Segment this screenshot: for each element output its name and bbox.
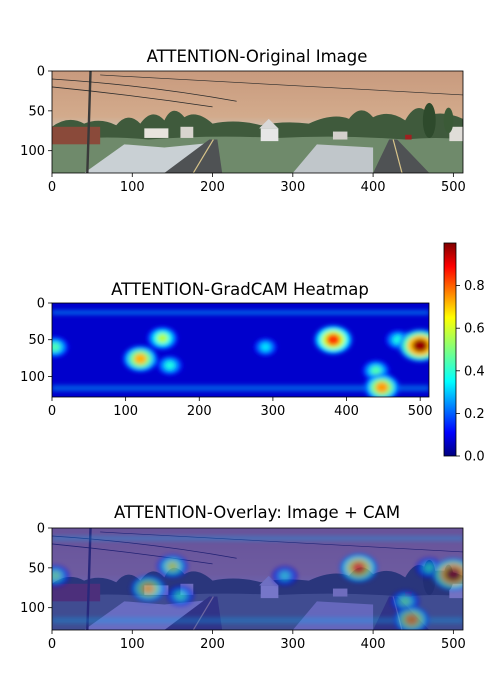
- colorbar-ticks: 0.0 0.2 0.4 0.6 0.8: [456, 279, 485, 465]
- x-tick-label: 500: [408, 404, 433, 419]
- y-tick-label: 0: [37, 522, 45, 537]
- x-tick-label: 100: [113, 404, 138, 419]
- y-tick-label: 100: [20, 601, 45, 616]
- y-tick-label: 100: [20, 370, 45, 385]
- x-tick-label: 100: [120, 637, 145, 652]
- y-ticks-original: 0 50 100: [20, 65, 52, 159]
- axes-frame-original: [51, 70, 464, 174]
- heat-band: [52, 385, 429, 392]
- heat-hotspot: [52, 342, 60, 352]
- x-tick-label: 100: [120, 180, 145, 195]
- x-tick-label: 200: [187, 404, 212, 419]
- x-tick-label: 0: [48, 180, 56, 195]
- heat-band: [52, 535, 463, 541]
- x-tick-label: 0: [48, 404, 56, 419]
- y-tick-label: 50: [28, 561, 45, 576]
- colorbar: 0.0 0.2 0.4 0.6 0.8: [443, 242, 485, 465]
- x-tick-label: 500: [441, 180, 466, 195]
- heat-hotspot: [445, 567, 461, 581]
- panel-title-overlay: ATTENTION-Overlay: Image + CAM: [114, 503, 400, 522]
- panel-original: ATTENTION-Original Image 0 100 200 300 400 50…: [20, 47, 466, 195]
- heat-hotspot: [175, 591, 186, 600]
- colorbar-tick-label: 0.4: [464, 364, 485, 379]
- panel-title-original: ATTENTION-Original Image: [147, 47, 368, 66]
- heat-hotspot: [280, 571, 290, 580]
- panel-heatmap: ATTENTION-GradCAM Heatmap 0 100 200 300 400 5…: [20, 242, 485, 465]
- y-tick-label: 50: [28, 104, 45, 119]
- x-tick-label: 200: [200, 637, 225, 652]
- heat-hotspot: [400, 597, 411, 606]
- x-ticks-original: 0 100 200 300 400 500: [48, 173, 466, 195]
- heat-hotspot: [165, 361, 175, 370]
- panel-overlay: ATTENTION-Overlay: Image + CAM 0 100 200 30…: [20, 503, 466, 652]
- x-ticks-overlay: 0 100 200 300 400 500: [48, 630, 466, 652]
- heat-hotspot: [166, 561, 178, 571]
- colorbar-tick-label: 0.0: [464, 450, 485, 465]
- y-ticks-heatmap: 0 50 100: [20, 297, 52, 385]
- x-tick-label: 400: [361, 637, 386, 652]
- y-tick-label: 0: [37, 65, 45, 80]
- heat-hotspot: [142, 583, 155, 594]
- axes-frame-heatmap: [51, 302, 430, 398]
- x-tick-label: 300: [280, 180, 305, 195]
- heat-hotspot: [134, 353, 147, 365]
- heat-hotspot: [52, 571, 61, 581]
- heat-hotspot: [405, 614, 418, 626]
- heat-hotspot: [412, 339, 428, 353]
- x-tick-label: 200: [200, 180, 225, 195]
- x-tick-label: 400: [334, 404, 359, 419]
- x-tick-label: 300: [280, 637, 305, 652]
- axes-frame-overlay: [51, 527, 464, 631]
- y-tick-label: 0: [37, 297, 45, 312]
- panel-title-heatmap: ATTENTION-GradCAM Heatmap: [111, 280, 369, 299]
- heat-hotspot: [370, 366, 381, 375]
- x-tick-label: 500: [441, 637, 466, 652]
- heat-hotspot: [424, 563, 435, 572]
- original-image: [52, 71, 463, 173]
- x-tick-label: 0: [48, 637, 56, 652]
- y-tick-label: 100: [20, 144, 45, 159]
- x-tick-label: 300: [260, 404, 285, 419]
- heat-band: [52, 310, 429, 315]
- heat-band: [52, 617, 463, 624]
- x-tick-label: 400: [361, 180, 386, 195]
- heat-hotspot: [156, 333, 168, 343]
- colorbar-gradient: [443, 242, 457, 457]
- gradcam-heatmap: [52, 303, 429, 397]
- x-ticks-heatmap: 0 100 200 300 400 500: [48, 397, 433, 419]
- overlay-image: [52, 528, 463, 630]
- colorbar-tick-label: 0.6: [464, 322, 485, 337]
- heat-hotspot: [261, 343, 271, 351]
- colorbar-tick-label: 0.2: [464, 407, 485, 422]
- y-ticks-overlay: 0 50 100: [20, 522, 52, 616]
- heat-hotspot: [351, 561, 366, 574]
- heat-hotspot: [375, 382, 389, 393]
- heat-hotspot: [326, 333, 341, 346]
- colorbar-tick-label: 0.8: [464, 279, 485, 294]
- y-tick-label: 50: [28, 333, 45, 348]
